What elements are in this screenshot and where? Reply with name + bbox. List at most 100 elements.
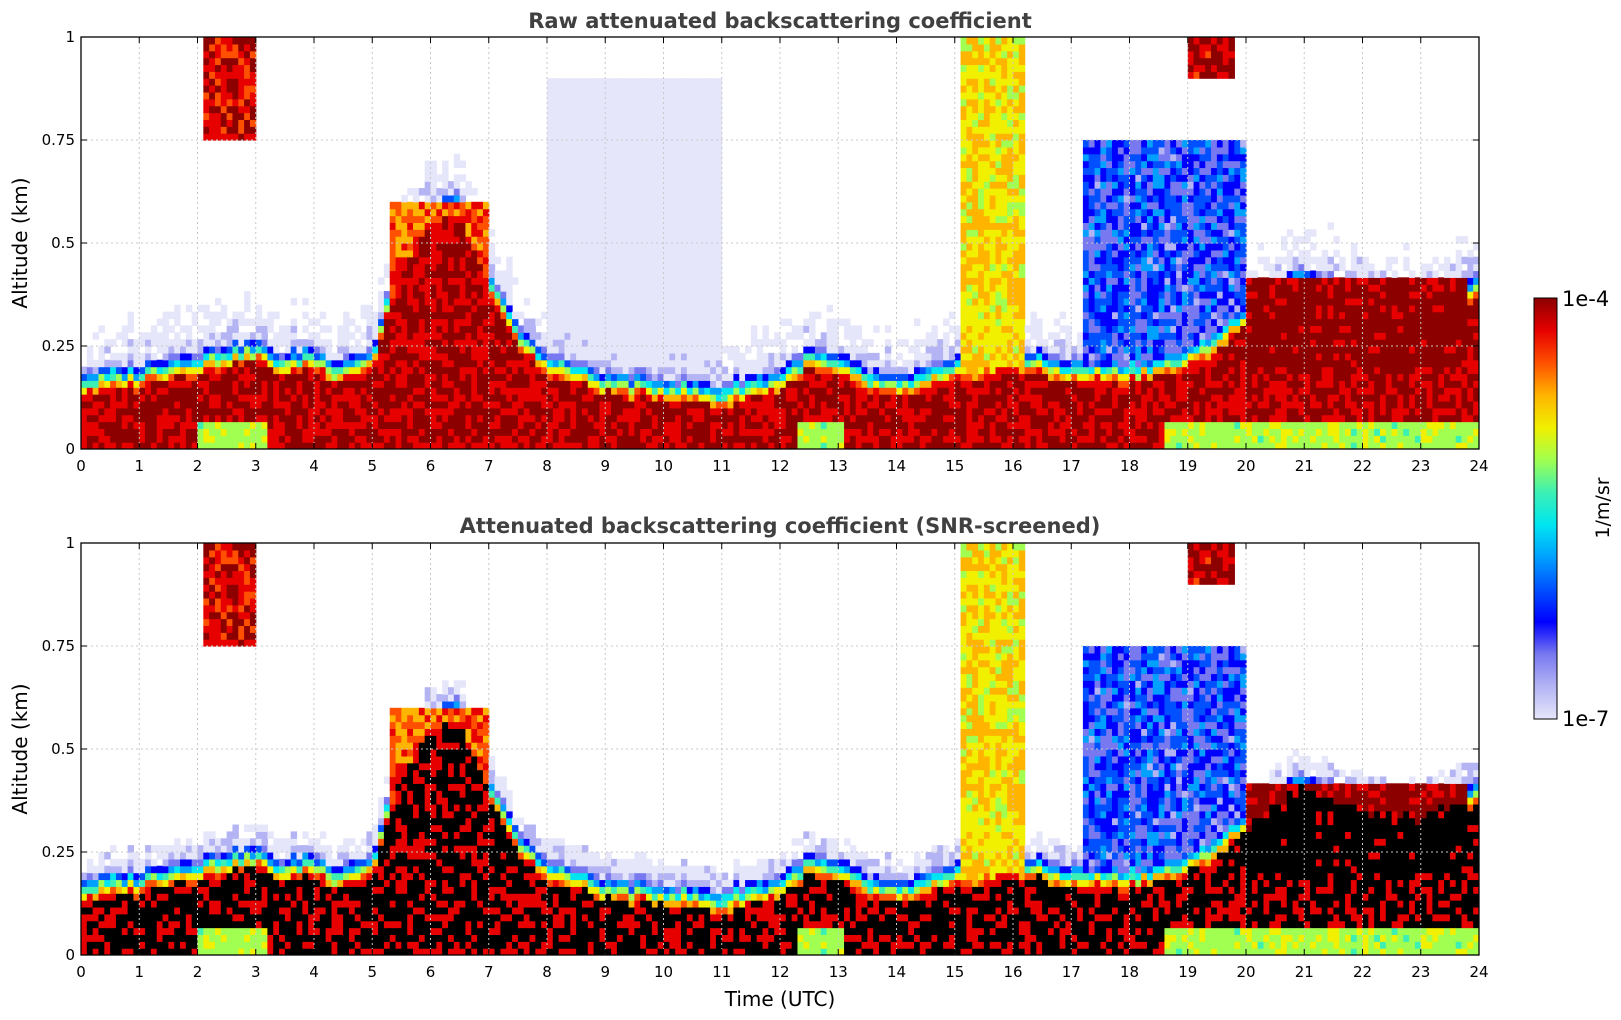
- heatmap-cell: [512, 380, 519, 388]
- heatmap-cell: [663, 249, 670, 258]
- heatmap-cell: [343, 435, 350, 443]
- heatmap-cell: [774, 352, 781, 361]
- heatmap-cell: [430, 414, 437, 423]
- heatmap-cell: [966, 146, 973, 155]
- heatmap-cell: [774, 339, 781, 347]
- heatmap-cell: [529, 414, 536, 423]
- heatmap-cell: [768, 366, 775, 375]
- heatmap-cell: [488, 325, 496, 333]
- heatmap-cell: [226, 442, 234, 449]
- heatmap-cell: [902, 359, 909, 368]
- heatmap-cell: [220, 64, 228, 72]
- heatmap-cell: [599, 112, 606, 120]
- heatmap-cell: [919, 414, 927, 423]
- heatmap-cell: [407, 256, 414, 265]
- heatmap-cell: [150, 380, 158, 388]
- heatmap-cell: [214, 64, 222, 72]
- heatmap-cell: [203, 311, 210, 320]
- heatmap-cell: [547, 339, 554, 347]
- heatmap-cell: [698, 352, 705, 361]
- heatmap-cell: [663, 146, 670, 155]
- heatmap-cell: [98, 325, 105, 333]
- heatmap-cell: [1024, 387, 1032, 395]
- heatmap-cell: [232, 50, 239, 59]
- heatmap-cell: [622, 407, 630, 416]
- heatmap-cell: [558, 421, 566, 429]
- heatmap-cell: [214, 332, 222, 340]
- heatmap-cell: [453, 194, 461, 203]
- heatmap-cell: [762, 359, 769, 368]
- heatmap-cell: [226, 105, 234, 114]
- heatmap-cell: [512, 311, 519, 320]
- heatmap-cell: [558, 85, 566, 93]
- heatmap-cell: [628, 352, 635, 361]
- heatmap-cell: [733, 407, 740, 416]
- heatmap-cell: [150, 414, 158, 423]
- heatmap-cell: [686, 277, 694, 285]
- heatmap-cell: [529, 421, 536, 429]
- heatmap-cell: [413, 201, 420, 210]
- heatmap-cell: [576, 346, 583, 354]
- heatmap-cell: [337, 428, 344, 436]
- heatmap-cell: [145, 394, 152, 402]
- heatmap-cell: [983, 126, 991, 134]
- heatmap-cell: [558, 153, 566, 162]
- heatmap-cell: [500, 380, 507, 388]
- heatmap-cell: [267, 339, 274, 347]
- heatmap-cell: [576, 85, 583, 93]
- heatmap-cell: [686, 414, 694, 423]
- heatmap-cell: [727, 400, 734, 409]
- heatmap-cell: [663, 352, 670, 361]
- heatmap-cell: [319, 325, 327, 333]
- heatmap-cell: [500, 291, 507, 299]
- heatmap-cell: [867, 352, 874, 361]
- heatmap-cell: [185, 332, 193, 340]
- heatmap-cell: [512, 332, 519, 340]
- heatmap-cell: [983, 442, 991, 449]
- heatmap-cell: [413, 311, 420, 320]
- heatmap-cell: [622, 291, 630, 299]
- heatmap-cell: [780, 407, 787, 416]
- heatmap-cell: [785, 421, 793, 429]
- heatmap-cell: [995, 284, 1002, 292]
- heatmap-cell: [686, 339, 694, 347]
- heatmap-cell: [558, 243, 566, 251]
- heatmap-cell: [348, 428, 356, 436]
- heatmap-cell: [576, 277, 583, 285]
- heatmap-cell: [599, 284, 606, 292]
- heatmap-cell: [622, 249, 630, 258]
- heatmap-cell: [104, 442, 111, 449]
- heatmap-cell: [616, 91, 624, 100]
- heatmap-cell: [378, 414, 385, 423]
- heatmap-cell: [547, 98, 554, 107]
- heatmap-cell: [284, 380, 292, 388]
- heatmap-cell: [547, 428, 554, 436]
- heatmap-cell: [634, 394, 641, 402]
- heatmap-cell: [1007, 91, 1014, 100]
- heatmap-cell: [925, 428, 933, 436]
- heatmap-cell: [197, 373, 204, 381]
- heatmap-cell: [628, 435, 635, 443]
- heatmap-cell: [581, 98, 589, 107]
- heatmap-cell: [121, 407, 129, 416]
- heatmap-cell: [814, 394, 822, 402]
- heatmap-cell: [1018, 435, 1026, 443]
- heatmap-cell: [605, 119, 612, 127]
- heatmap-cell: [715, 146, 723, 155]
- heatmap-cell: [517, 387, 525, 395]
- heatmap-cell: [418, 208, 426, 217]
- heatmap-cell: [797, 421, 804, 429]
- heatmap-cell: [395, 277, 402, 285]
- heatmap-cell: [686, 346, 694, 354]
- heatmap-cell: [995, 318, 1002, 326]
- heatmap-cell: [535, 400, 542, 409]
- heatmap-cell: [651, 277, 659, 285]
- heatmap-cell: [698, 311, 705, 320]
- heatmap-cell: [133, 407, 140, 416]
- heatmap-cell: [1013, 387, 1020, 395]
- heatmap-cell: [605, 291, 612, 299]
- heatmap-cell: [616, 442, 624, 449]
- heatmap-cell: [232, 352, 239, 361]
- heatmap-cell: [348, 414, 356, 423]
- heatmap-cell: [1018, 380, 1026, 388]
